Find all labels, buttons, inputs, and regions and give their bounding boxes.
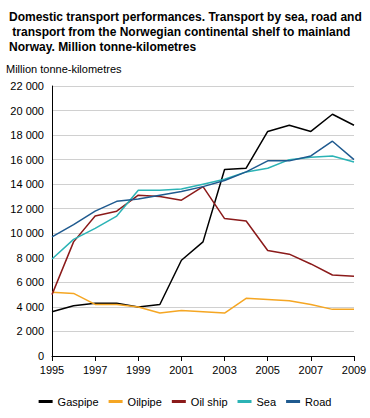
svg-text:Sea: Sea bbox=[257, 396, 277, 408]
svg-text:18 000: 18 000 bbox=[10, 129, 44, 141]
svg-text:1997: 1997 bbox=[83, 364, 107, 376]
svg-text:transport from the Norwegian c: transport from the Norwegian continental… bbox=[9, 25, 354, 39]
svg-text:2 000: 2 000 bbox=[16, 325, 44, 337]
svg-text:2009: 2009 bbox=[342, 364, 366, 376]
svg-text:22 000: 22 000 bbox=[10, 80, 44, 92]
svg-text:2007: 2007 bbox=[299, 364, 323, 376]
svg-text:Domestic transport performance: Domestic transport performances. Transpo… bbox=[9, 10, 362, 24]
svg-text:Gaspipe: Gaspipe bbox=[58, 396, 99, 408]
svg-text:4 000: 4 000 bbox=[16, 301, 44, 313]
svg-text:Norway. Million tonne-kilometr: Norway. Million tonne-kilometres bbox=[9, 40, 196, 54]
svg-text:Road: Road bbox=[305, 396, 331, 408]
svg-text:2003: 2003 bbox=[212, 364, 236, 376]
svg-text:Oil ship: Oil ship bbox=[191, 396, 228, 408]
svg-text:14 000: 14 000 bbox=[10, 178, 44, 190]
svg-text:2005: 2005 bbox=[255, 364, 279, 376]
svg-text:0: 0 bbox=[38, 350, 44, 362]
svg-text:16 000: 16 000 bbox=[10, 154, 44, 166]
svg-text:1999: 1999 bbox=[126, 364, 150, 376]
svg-text:10 000: 10 000 bbox=[10, 227, 44, 239]
svg-text:12 000: 12 000 bbox=[10, 203, 44, 215]
svg-text:Oilpipe: Oilpipe bbox=[128, 396, 162, 408]
svg-text:1995: 1995 bbox=[40, 364, 64, 376]
svg-text:20 000: 20 000 bbox=[10, 105, 44, 117]
svg-text:Million tonne-kilometres: Million tonne-kilometres bbox=[6, 63, 122, 75]
svg-text:2001: 2001 bbox=[169, 364, 193, 376]
svg-text:8 000: 8 000 bbox=[16, 252, 44, 264]
svg-text:6 000: 6 000 bbox=[16, 276, 44, 288]
